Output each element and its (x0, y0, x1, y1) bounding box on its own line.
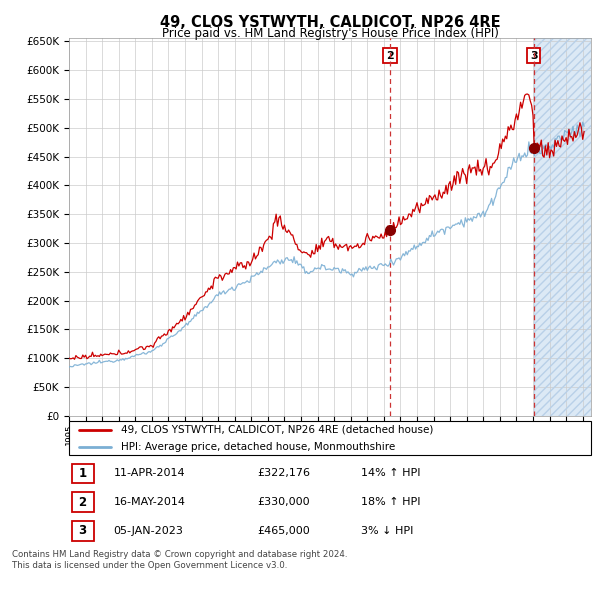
Text: 11-APR-2014: 11-APR-2014 (113, 468, 185, 478)
FancyBboxPatch shape (71, 522, 94, 540)
Text: This data is licensed under the Open Government Licence v3.0.: This data is licensed under the Open Gov… (12, 560, 287, 569)
Text: 49, CLOS YSTWYTH, CALDICOT, NP26 4RE: 49, CLOS YSTWYTH, CALDICOT, NP26 4RE (160, 15, 500, 30)
FancyBboxPatch shape (71, 464, 94, 483)
Text: 05-JAN-2023: 05-JAN-2023 (113, 526, 183, 536)
Bar (533, 38, 599, 416)
FancyBboxPatch shape (71, 493, 94, 512)
Text: 49, CLOS YSTWYTH, CALDICOT, NP26 4RE (detached house): 49, CLOS YSTWYTH, CALDICOT, NP26 4RE (de… (121, 425, 434, 435)
Text: 2: 2 (386, 51, 394, 61)
Text: 3: 3 (79, 525, 86, 537)
Text: 16-MAY-2014: 16-MAY-2014 (113, 497, 185, 507)
Text: £465,000: £465,000 (257, 526, 310, 536)
Bar (533, 38, 599, 416)
Text: 1: 1 (79, 467, 86, 480)
Text: 2: 2 (79, 496, 86, 509)
Text: Contains HM Land Registry data © Crown copyright and database right 2024.: Contains HM Land Registry data © Crown c… (12, 550, 347, 559)
Text: Price paid vs. HM Land Registry's House Price Index (HPI): Price paid vs. HM Land Registry's House … (161, 27, 499, 40)
Text: HPI: Average price, detached house, Monmouthshire: HPI: Average price, detached house, Monm… (121, 442, 395, 452)
Text: 3: 3 (530, 51, 538, 61)
Text: 14% ↑ HPI: 14% ↑ HPI (361, 468, 421, 478)
Text: £330,000: £330,000 (257, 497, 310, 507)
Text: £322,176: £322,176 (257, 468, 310, 478)
Text: 3% ↓ HPI: 3% ↓ HPI (361, 526, 413, 536)
Text: 18% ↑ HPI: 18% ↑ HPI (361, 497, 421, 507)
